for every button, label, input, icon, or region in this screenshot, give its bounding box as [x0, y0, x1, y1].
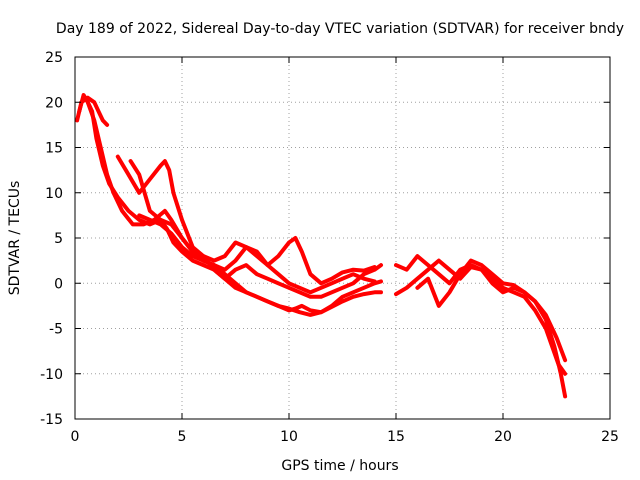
- series-line-day-6: [137, 213, 377, 295]
- series-line-day-3: [79, 95, 110, 127]
- series-line-day-5: [128, 159, 383, 299]
- y-tick-label: 15: [45, 141, 63, 157]
- series-line-day-4: [115, 154, 377, 286]
- x-tick-label: 20: [494, 429, 512, 445]
- series-group: [75, 93, 568, 399]
- x-tick-label: 10: [280, 429, 298, 445]
- y-tick-label: -15: [40, 412, 63, 428]
- y-axis-label: SDTVAR / TECUs: [7, 181, 23, 296]
- x-tick-label: 15: [387, 429, 405, 445]
- series-line-day-9: [415, 258, 568, 363]
- grid: [75, 57, 610, 419]
- y-tick-label: 20: [45, 95, 63, 111]
- chart-title: Day 189 of 2022, Sidereal Day-to-day VTE…: [56, 21, 624, 37]
- y-tick-label: 25: [45, 50, 63, 66]
- ticks: 0 5 10 15 20 25 -15 -10 -5 0 5 10 15 20 25: [40, 50, 619, 445]
- x-axis-label: GPS time / hours: [281, 458, 398, 474]
- y-tick-label: -5: [49, 322, 63, 338]
- y-tick-label: 10: [45, 186, 63, 202]
- x-tick-label: 0: [71, 429, 80, 445]
- y-tick-label: -10: [40, 367, 63, 383]
- x-tick-label: 25: [601, 429, 619, 445]
- series-line-day-8: [394, 258, 568, 399]
- x-tick-label: 5: [178, 429, 187, 445]
- y-tick-label: 0: [54, 276, 63, 292]
- y-tick-label: 5: [54, 231, 63, 247]
